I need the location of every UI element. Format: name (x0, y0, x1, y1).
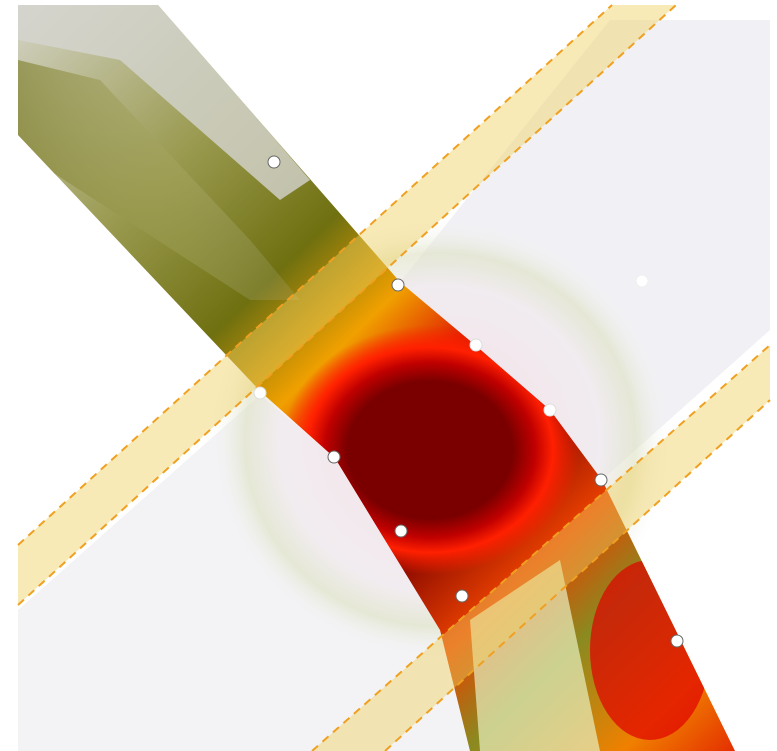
point[interactable] (267, 155, 281, 169)
plane-edge (311, 344, 771, 751)
plane-edge (17, 4, 613, 546)
point[interactable] (253, 386, 267, 400)
plane-edge (384, 399, 771, 751)
control-points (253, 155, 684, 648)
point[interactable] (635, 274, 649, 288)
point[interactable] (327, 450, 341, 464)
point[interactable] (391, 278, 405, 292)
plane-edge (17, 4, 677, 606)
plane (312, 345, 770, 751)
point[interactable] (594, 473, 608, 487)
sheet (18, 395, 470, 751)
point[interactable] (543, 403, 557, 417)
plane (18, 5, 676, 605)
point[interactable] (394, 524, 408, 538)
point[interactable] (469, 338, 483, 352)
sheet (400, 20, 770, 480)
point[interactable] (670, 634, 684, 648)
point[interactable] (455, 589, 469, 603)
